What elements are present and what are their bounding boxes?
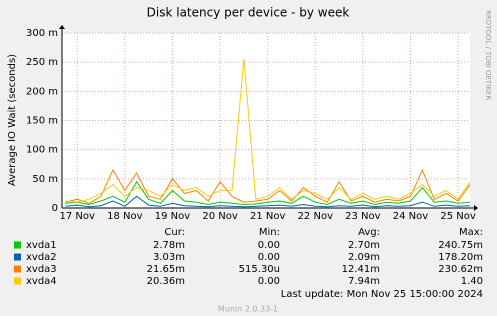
stat-value: 240.75m [438,240,483,251]
stat-header: Cur: [164,227,185,238]
stat-header: Min: [259,227,280,238]
stat-value: 230.62m [438,264,483,275]
stat-header: Avg: [358,227,380,238]
y-axis-arrow [59,25,65,29]
stat-value: 515.30u [239,264,280,275]
y-tick-label: 100 m [26,145,58,156]
x-tick-label: 17 Nov [60,211,96,222]
stat-header: Max: [459,227,483,238]
y-axis-label: Average IO Wait (seconds) [7,54,18,186]
x-tick-label: 21 Nov [250,211,286,222]
stat-value: 12.41m [342,264,380,275]
stat-value: 0.00 [258,252,280,263]
chart-title: Disk latency per device - by week [147,6,350,20]
stat-value: 1.40 [461,276,483,287]
y-tick-label: 50 m [32,174,58,185]
legend-label: xvda2 [26,252,57,263]
stat-value: 2.78m [153,240,185,251]
x-tick-label: 20 Nov [202,211,238,222]
legend-swatch [14,277,21,285]
x-tick-label: 23 Nov [345,211,381,222]
stat-value: 3.03m [153,252,185,263]
stat-value: 20.36m [147,276,185,287]
stat-value: 0.00 [258,276,280,287]
x-tick-label: 24 Nov [393,211,429,222]
stat-value: 0.00 [258,240,280,251]
series-line [65,168,471,204]
stat-value: 21.65m [147,264,185,275]
x-tick-label: 25 Nov [440,211,476,222]
stat-value: 7.94m [348,276,380,287]
side-text: RRDTOOL / TOBI OETIKER [484,10,492,100]
legend-swatch [14,241,21,249]
stat-value: 2.70m [348,240,380,251]
series-line [65,59,471,203]
footer: Munin 2.0.33-1 [218,305,278,314]
legend-swatch [14,253,21,261]
legend-label: xvda4 [26,276,57,287]
stat-value: 2.09m [348,252,380,263]
x-tick-label: 22 Nov [298,211,334,222]
legend-label: xvda3 [26,264,57,275]
series-line [65,180,471,206]
y-tick-label: 300 m [26,28,58,39]
stat-value: 178.20m [438,252,483,263]
x-tick-label: 19 Nov [155,211,191,222]
legend-swatch [14,265,21,273]
x-axis-arrow [474,205,478,211]
legend-label: xvda1 [26,240,57,251]
last-update: Last update: Mon Nov 25 15:00:00 2024 [281,289,483,300]
y-tick-label: 150 m [26,116,58,127]
y-tick-label: 0 [52,203,58,214]
y-tick-label: 200 m [26,86,58,97]
series-line [65,195,471,208]
x-tick-label: 18 Nov [107,211,143,222]
y-tick-label: 250 m [26,57,58,68]
